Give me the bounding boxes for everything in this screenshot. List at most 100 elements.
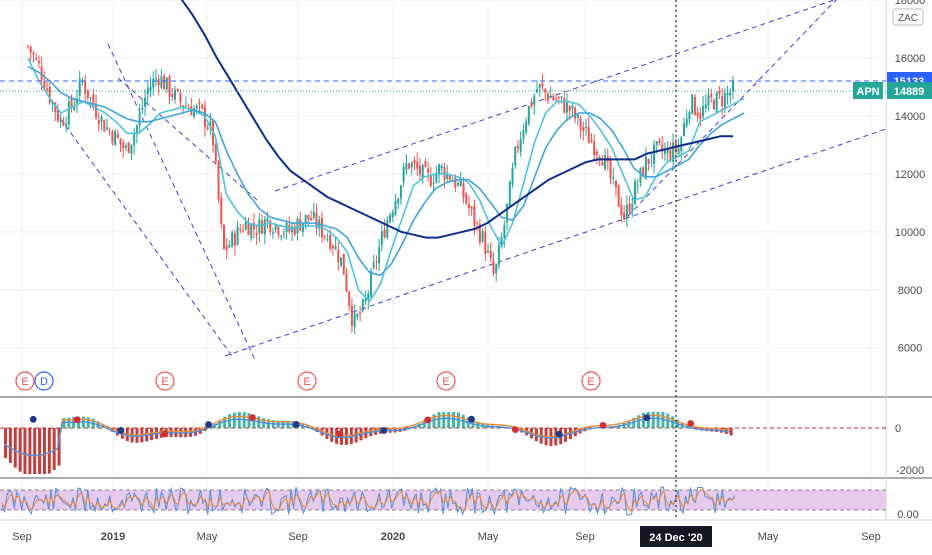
candle-down [582,127,584,130]
currency-label: ZAC [898,13,918,24]
time-tick-label: Sep [861,531,881,543]
macd-histogram-bar [33,428,36,474]
candle-down [122,143,124,149]
stochastic-band-layer [0,490,886,510]
macd-tick-label: 0 [895,423,901,435]
candlestick-layer [27,45,734,334]
macd-histogram-bar [228,414,231,428]
time-tick-label: Sep [288,531,308,543]
candle-down [218,161,220,200]
time-tick-label: May [197,531,218,543]
candle-up [664,150,666,154]
candle-down [414,160,416,163]
trendline-layer [60,0,886,362]
candle-down [46,89,48,91]
macd-histogram-bar [442,412,445,428]
candle-up [482,231,484,242]
candle-down [261,220,263,233]
candle-up [155,78,157,79]
candle-down [596,152,598,155]
candle-down [32,53,34,54]
candle-down [547,94,549,101]
candle-up [196,106,198,109]
earnings-marker-label: E [21,376,28,388]
candle-down [35,58,37,59]
candle-down [476,222,478,223]
macd-cross-dot [556,431,563,438]
candle-down [427,168,429,172]
macd-cross-dot [337,430,344,437]
candle-down [234,233,236,245]
candle-up [296,219,298,233]
candle-up [130,145,132,154]
candle-down [544,89,546,92]
candle-up [612,177,614,179]
candle-up [634,181,636,204]
macd-histogram-bar [652,412,655,428]
candle-down [215,145,217,162]
candle-up [520,139,522,152]
macd-cross-dot [74,416,81,423]
candle-up [512,168,514,185]
candle-down [620,205,622,216]
candle-up [716,92,718,112]
macd-cross-dot [512,426,519,433]
candle-up [397,199,399,204]
candle-up [354,313,356,327]
candle-up [509,181,511,206]
price-tick-label: 10000 [895,227,926,239]
candle-down [555,99,557,100]
candle-down [463,183,465,197]
candle-down [343,254,345,275]
candle-down [277,227,279,235]
candle-up [326,238,328,239]
candle-down [375,261,377,262]
macd-histogram-bar [452,412,455,428]
candle-up [683,123,685,135]
macd-cross-dot [424,417,431,424]
candle-down [569,106,571,111]
macd-histogram-bar [38,428,41,474]
candle-down [721,96,723,106]
sma-fast-line [28,58,744,301]
crosshair-date-label: 24 Dec '20 [649,532,702,544]
candle-down [593,142,595,155]
price-tick-label: 8000 [898,285,922,297]
candle-up [125,145,127,147]
time-tick-label: May [758,531,779,543]
candle-up [639,168,641,182]
candle-down [713,100,715,109]
candle-up [394,201,396,215]
macd-cross-dot [30,416,37,423]
candle-down [207,128,209,129]
candle-down [601,162,603,166]
candle-down [348,292,350,307]
candle-down [62,121,64,125]
candle-up [626,205,628,218]
candle-down [629,203,631,212]
candle-up [68,101,70,124]
candle-down [610,159,612,178]
macd-cross-dot [687,420,694,427]
candle-up [133,134,135,146]
candle-up [525,121,527,132]
candle-up [577,114,579,117]
candle-up [729,93,731,96]
macd-histogram-bar [447,412,450,428]
candle-down [169,76,171,96]
candle-down [103,120,105,131]
candle-up [79,79,81,96]
candle-up [441,166,443,168]
candle-down [359,312,361,314]
candle-up [405,163,407,169]
candle-down [408,163,410,168]
candle-up [231,232,233,246]
candle-up [237,227,239,245]
candle-up [539,84,541,88]
candle-down [471,207,473,209]
candle-down [574,108,576,119]
macd-cross-dot [117,427,124,434]
